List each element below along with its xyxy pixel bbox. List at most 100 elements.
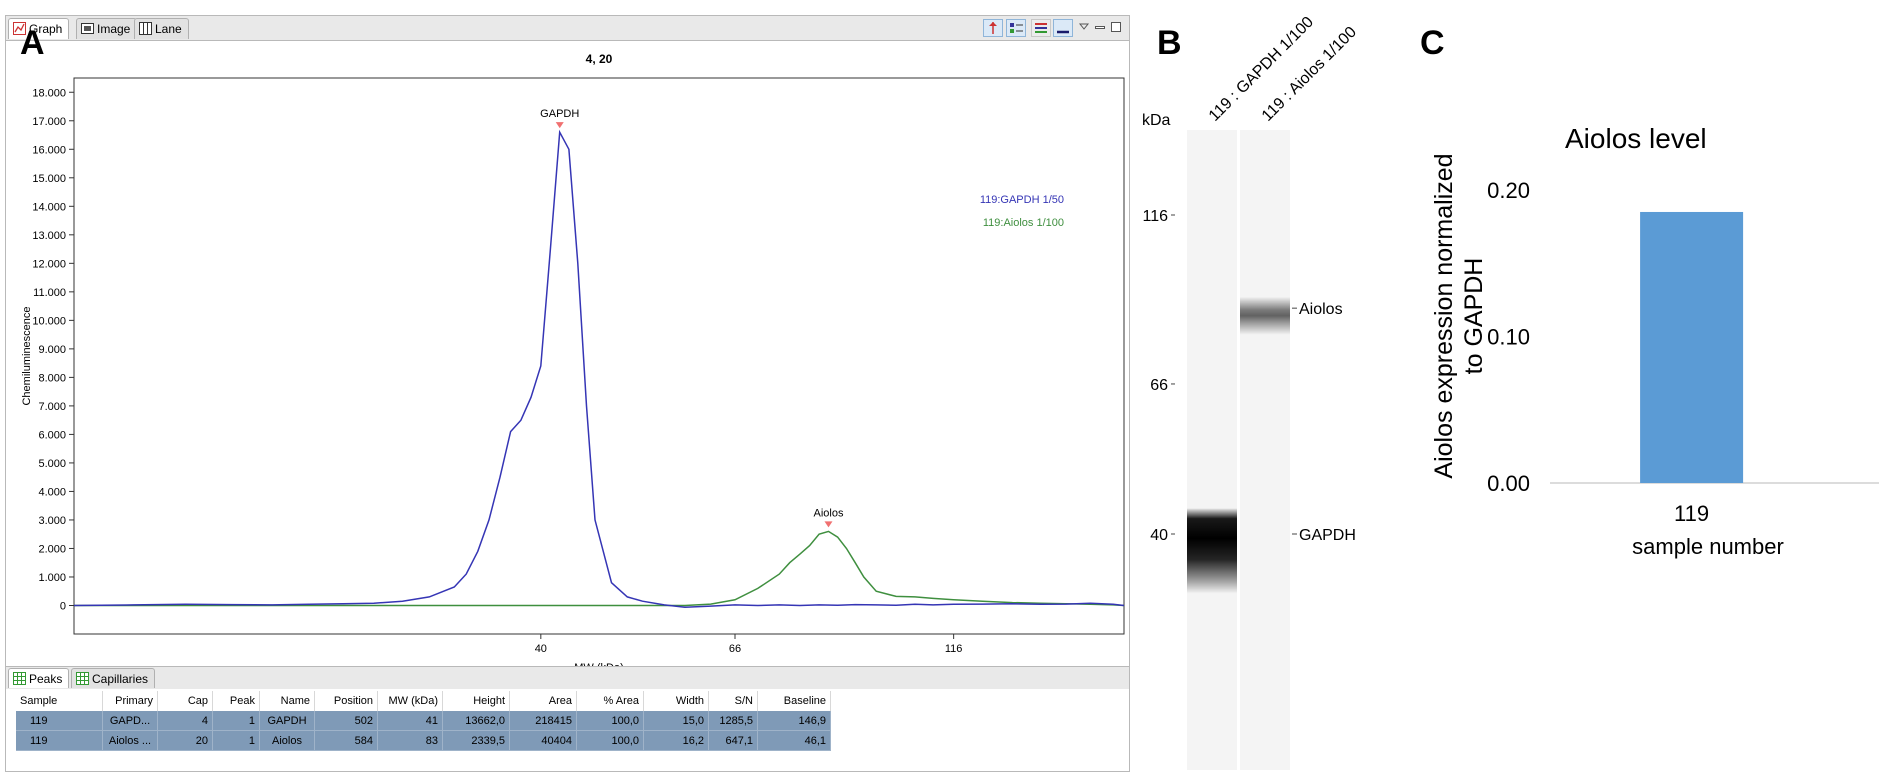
y-tick-label: 4.000 bbox=[38, 486, 66, 498]
results-tab-bar: Peaks Capillaries bbox=[6, 666, 1129, 690]
y-tick-label: 12.000 bbox=[32, 258, 66, 270]
legend-entry: 119:GAPDH 1/50 bbox=[980, 194, 1064, 206]
column-header[interactable]: Height bbox=[442, 691, 510, 711]
y-tick-label: 0.00 bbox=[1487, 471, 1530, 496]
table-row[interactable]: 119 GAPD... 4 1 GAPDH 502 41 13662,0 218… bbox=[16, 711, 831, 731]
table-cell: 1 bbox=[212, 730, 260, 751]
peaks-table-area: Sample Primary Cap Peak Name Position MW… bbox=[6, 689, 1129, 771]
chart-title: Aiolos level bbox=[1565, 123, 1707, 154]
baseline-icon bbox=[1057, 30, 1069, 34]
y-tick-label: 5.000 bbox=[38, 458, 66, 470]
table-cell: 41 bbox=[377, 711, 443, 731]
chart-title: 4, 20 bbox=[586, 52, 613, 66]
table-row[interactable]: 119 Aiolos ... 20 1 Aiolos 584 83 2339,5… bbox=[16, 730, 831, 751]
marker-toggle-button[interactable] bbox=[983, 19, 1003, 37]
y-tick-label: 14.000 bbox=[32, 201, 66, 213]
kda-axis-label: kDa bbox=[1142, 112, 1171, 129]
y-tick-label: 0 bbox=[60, 600, 66, 612]
peak-marker bbox=[824, 521, 833, 528]
column-header[interactable]: Primary bbox=[102, 691, 158, 711]
table-cell: 119 bbox=[16, 730, 103, 751]
table-cell: 146,9 bbox=[757, 711, 831, 731]
aiolos-level-bar-chart: Aiolos level 0.00 0.10 0.20 119 sample number… bbox=[1430, 123, 1879, 559]
tab-lane-label: Lane bbox=[155, 22, 182, 36]
table-cell: Aiolos bbox=[259, 730, 315, 751]
column-header[interactable]: Width bbox=[643, 691, 709, 711]
table-cell: 4 bbox=[157, 711, 213, 731]
y-axis-label-line: Aiolos expression normalized bbox=[1430, 153, 1458, 478]
tab-peaks-label: Peaks bbox=[29, 672, 63, 686]
y-tick-label: 16.000 bbox=[32, 144, 66, 156]
column-header[interactable]: Position bbox=[314, 691, 378, 711]
y-tick-label: 8.000 bbox=[38, 372, 66, 384]
legend-entry: 119:Aiolos 1/100 bbox=[983, 217, 1064, 229]
table-cell: 1 bbox=[212, 711, 260, 731]
kda-tick-label: 116 bbox=[1142, 208, 1168, 225]
tab-graph-label: Graph bbox=[29, 22, 63, 36]
view-menu-chevron-down-icon[interactable] bbox=[1078, 20, 1090, 32]
blot-band-aiolos bbox=[1240, 296, 1290, 335]
minimize-icon[interactable] bbox=[1094, 20, 1106, 32]
peaks-table: Sample Primary Cap Peak Name Position MW… bbox=[16, 691, 831, 751]
column-header[interactable]: Baseline bbox=[757, 691, 831, 711]
blot-lane-1 bbox=[1187, 130, 1237, 770]
panel-label-b: B bbox=[1157, 24, 1182, 62]
column-header[interactable]: Peak bbox=[212, 691, 260, 711]
y-tick-label: 7.000 bbox=[38, 401, 66, 413]
tab-lane[interactable]: Lane bbox=[134, 18, 189, 39]
tab-graph[interactable]: Graph bbox=[8, 18, 70, 39]
column-header[interactable]: Name bbox=[259, 691, 315, 711]
trace-colors-button[interactable] bbox=[1031, 19, 1051, 37]
band-label: Aiolos bbox=[1299, 301, 1343, 318]
maximize-icon[interactable] bbox=[1110, 20, 1122, 32]
y-tick-label: 1.000 bbox=[38, 572, 66, 584]
y-tick-label: 18.000 bbox=[32, 87, 66, 99]
tab-image[interactable]: Image bbox=[76, 18, 138, 39]
tab-capillaries[interactable]: Capillaries bbox=[71, 668, 156, 688]
baseline-button[interactable] bbox=[1053, 19, 1073, 37]
legend-toggle-button[interactable] bbox=[1006, 19, 1026, 37]
electropherogram-area: 4, 20 0 1.000 2.000 3.000 4.000 5.000 6.000 7.00… bbox=[6, 41, 1129, 681]
series-line-aiolos bbox=[74, 530, 1125, 607]
table-cell: 46,1 bbox=[757, 730, 831, 751]
plot-frame bbox=[73, 77, 1125, 635]
peak-label: GAPDH bbox=[540, 108, 579, 120]
blot-lane-2 bbox=[1240, 130, 1290, 770]
table-cell: Aiolos ... bbox=[102, 730, 158, 751]
view-tab-bar: Graph Image Lane bbox=[6, 16, 1129, 41]
lane-icon bbox=[139, 21, 152, 35]
column-header[interactable]: Cap bbox=[157, 691, 213, 711]
peak-marker bbox=[555, 122, 564, 129]
y-tick-label: 13.000 bbox=[32, 230, 66, 242]
x-tick-label: 119 bbox=[1674, 501, 1709, 526]
column-header[interactable]: MW (kDa) bbox=[377, 691, 443, 711]
compass-software-window: Graph Image Lane bbox=[5, 15, 1130, 772]
y-tick-label: 3.000 bbox=[38, 515, 66, 527]
table-cell: 15,0 bbox=[643, 711, 709, 731]
table-cell: 100,0 bbox=[576, 730, 644, 751]
y-tick-label: 15.000 bbox=[32, 173, 66, 185]
column-header[interactable]: % Area bbox=[576, 691, 644, 711]
column-header[interactable]: Sample bbox=[16, 691, 103, 711]
virtual-blot-chart: kDa 116 66 40 Aiolos GAPDH 119 : GAPDH 1/10011… bbox=[1142, 14, 1360, 770]
tab-peaks[interactable]: Peaks bbox=[8, 668, 70, 688]
kda-tick-label: 66 bbox=[1150, 377, 1168, 394]
trace-colors-icon bbox=[1035, 23, 1047, 33]
table-header-row: Sample Primary Cap Peak Name Position MW… bbox=[16, 691, 831, 711]
kda-tick-label: 40 bbox=[1150, 527, 1168, 544]
panel-label-c: C bbox=[1420, 24, 1445, 62]
y-axis-label-line: to GAPDH bbox=[1460, 258, 1488, 375]
column-header[interactable]: Area bbox=[509, 691, 577, 711]
x-axis-label: sample number bbox=[1632, 534, 1784, 559]
grid-icon bbox=[76, 671, 89, 685]
image-icon bbox=[81, 21, 94, 34]
table-cell: GAPD... bbox=[102, 711, 158, 731]
table-cell: 218415 bbox=[509, 711, 577, 731]
table-cell: GAPDH bbox=[259, 711, 315, 731]
table-cell: 40404 bbox=[509, 730, 577, 751]
y-tick-label: 0.20 bbox=[1487, 178, 1530, 203]
peak-marker-icon bbox=[989, 22, 997, 34]
peak-label: Aiolos bbox=[814, 507, 844, 519]
y-tick-label: 10.000 bbox=[32, 315, 66, 327]
column-header[interactable]: S/N bbox=[708, 691, 758, 711]
